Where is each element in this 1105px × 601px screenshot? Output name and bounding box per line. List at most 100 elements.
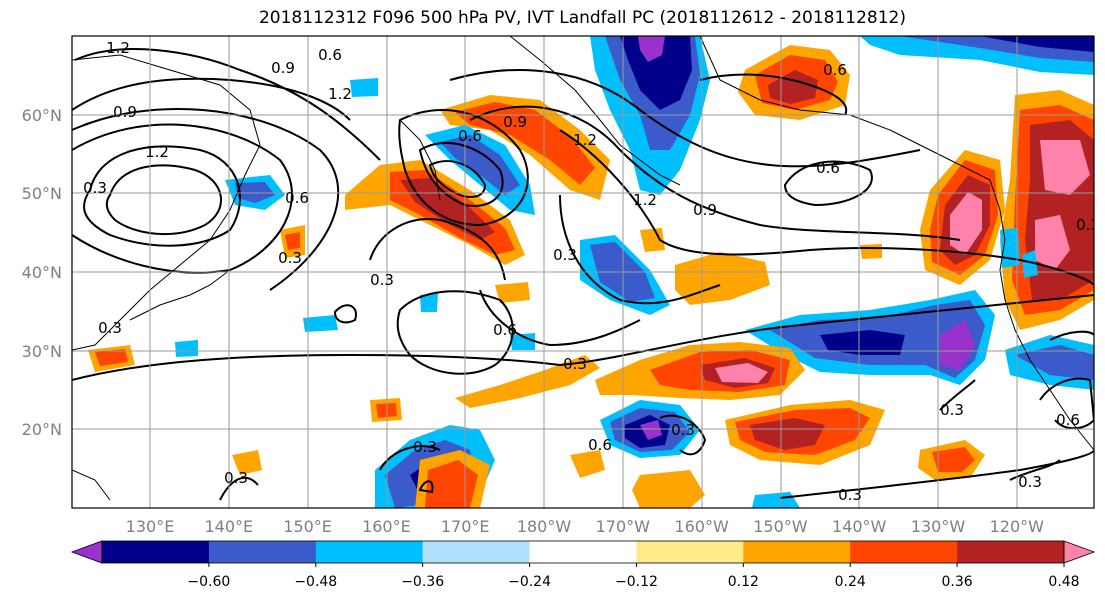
- longitude-label: 180°W: [517, 517, 572, 536]
- latitude-label: 20°N: [22, 420, 62, 439]
- positive-anomaly-region: [715, 363, 768, 383]
- colorbar-frame: [101, 540, 1065, 564]
- longitude-labels: 130°E 140°E 150°E 160°E 170°E 180°W 170°W 160°W…: [126, 517, 1044, 536]
- contour-label: 0.6: [1056, 411, 1080, 429]
- longitude-label: 150°W: [753, 517, 808, 536]
- contour-label: 0.6: [458, 127, 482, 145]
- pv-contour: [72, 107, 340, 291]
- colorbar-segment: [315, 541, 424, 563]
- colorbar: [70, 540, 1096, 564]
- longitude-label: 160°W: [674, 517, 729, 536]
- pv-contour: [559, 194, 721, 305]
- latitude-labels: 60°N 50°N 40°N 30°N 20°N: [22, 106, 62, 439]
- positive-anomaly-region: [632, 470, 705, 508]
- contour-label: 0.9: [113, 103, 137, 121]
- negative-anomaly-region: [175, 340, 198, 357]
- negative-anomaly-region: [980, 36, 1094, 52]
- negative-anomaly-region: [510, 333, 535, 350]
- colorbar-extend-high: [1063, 540, 1096, 564]
- negative-anomaly-region: [638, 36, 665, 62]
- alaska-peninsula: [509, 36, 681, 186]
- pv-contour: [783, 160, 873, 207]
- longitude-label: 130°E: [126, 517, 175, 536]
- negative-anomaly-region: [752, 492, 800, 508]
- colorbar-tick-label: −0.24: [508, 574, 551, 590]
- colorbar-tick-label: −0.48: [294, 574, 337, 590]
- negative-anomaly-region: [820, 330, 905, 355]
- contour-label: 0.9: [503, 113, 527, 131]
- contour-label: 0.3: [940, 401, 964, 419]
- positive-anomaly-region: [285, 232, 300, 250]
- negative-anomaly-region: [1022, 250, 1038, 278]
- pv-contour: [479, 289, 641, 347]
- contour-label: 0.6: [285, 189, 309, 207]
- positive-anomaly-region: [570, 450, 605, 478]
- pv-contours: [72, 48, 1094, 501]
- colorbar-tick-label: 0.48: [1048, 574, 1079, 590]
- pv-contour: [418, 480, 434, 494]
- positive-anomaly-region: [750, 418, 825, 450]
- contour-label: 0.3: [1076, 216, 1100, 234]
- negative-anomaly-region: [940, 320, 975, 370]
- contour-label: 0.3: [98, 319, 122, 337]
- latitude-label: 60°N: [22, 106, 62, 125]
- pv-contour: [379, 445, 441, 471]
- pv-contour: [699, 73, 848, 116]
- contour-label: 0.3: [370, 271, 394, 289]
- contour-label: 0.6: [493, 321, 517, 339]
- contour-label: 1.2: [145, 143, 169, 161]
- contour-label: 0.9: [271, 59, 295, 77]
- colorbar-segment: [957, 541, 1065, 563]
- contour-label: 0.6: [588, 436, 612, 454]
- contour-label: 0.9: [693, 201, 717, 219]
- colorbar-tick-label: 0.24: [835, 574, 866, 590]
- pv-contour: [1009, 459, 1061, 481]
- longitude-label: 120°W: [990, 517, 1045, 536]
- colorbar-segment: [208, 541, 317, 563]
- contour-label: 0.6: [318, 46, 342, 64]
- positive-anomaly-region: [495, 282, 530, 303]
- pv-contour: [659, 414, 707, 456]
- pv-contour: [1049, 330, 1094, 341]
- pv-contour: [72, 123, 293, 274]
- contour-label: 0.3: [563, 355, 587, 373]
- pv-contour: [333, 304, 357, 324]
- colorbar-segment: [743, 541, 851, 563]
- contour-label: 1.2: [106, 39, 130, 57]
- contour-label: 0.6: [816, 159, 840, 177]
- longitude-label: 140°E: [204, 517, 253, 536]
- positive-anomaly-region: [232, 450, 262, 475]
- positive-anomaly-region: [95, 349, 128, 366]
- colorbar-tick-labels: −0.60 −0.48 −0.36 −0.24 −0.12 0.12 0.24 0.36 0.4…: [187, 563, 1080, 590]
- longitude-label: 170°E: [441, 517, 490, 536]
- longitude-label: 140°W: [832, 517, 887, 536]
- negative-anomaly-region: [620, 36, 692, 110]
- pv-contour: [396, 290, 514, 375]
- shaded-field: 1.2 0.6 0.9 0.9 1.2 1.2 0.6 0.9 1.2 0.6 0.9 0.6 1.2 0…: [72, 36, 1100, 508]
- pv-contour: [779, 449, 1094, 499]
- colorbar-segment: [422, 541, 531, 563]
- positive-anomaly-region: [455, 355, 600, 408]
- contour-labels: 1.2 0.6 0.9 0.9 1.2 1.2 0.6 0.9 1.2 0.6 0.9 0.6 1.2 0…: [83, 39, 1100, 504]
- negative-anomaly-region: [1015, 345, 1094, 380]
- contour-label: 1.2: [633, 191, 657, 209]
- positive-anomaly-region: [860, 244, 882, 259]
- pv-contour: [469, 105, 961, 241]
- contour-label: 1.2: [573, 131, 597, 149]
- north-america-coastline: [699, 36, 1094, 451]
- pv-contour: [219, 476, 259, 501]
- positive-anomaly-region: [932, 447, 975, 472]
- pv-contour: [83, 145, 241, 247]
- pv-contour: [428, 160, 487, 198]
- map-title: 2018112312 F096 500 hPa PV, IVT Landfall…: [258, 8, 906, 28]
- contour-label: 1.2: [328, 85, 352, 103]
- pv-contour: [369, 218, 506, 281]
- contour-label: 0.3: [1018, 473, 1042, 491]
- colorbar-tick-label: −0.60: [187, 574, 230, 590]
- positive-anomaly-region: [640, 228, 665, 252]
- colorbar-segment: [529, 541, 637, 563]
- pv-contour: [105, 164, 222, 236]
- negative-anomaly-region: [350, 78, 378, 97]
- negative-anomaly-region: [303, 315, 338, 332]
- map-frame: [71, 35, 1095, 509]
